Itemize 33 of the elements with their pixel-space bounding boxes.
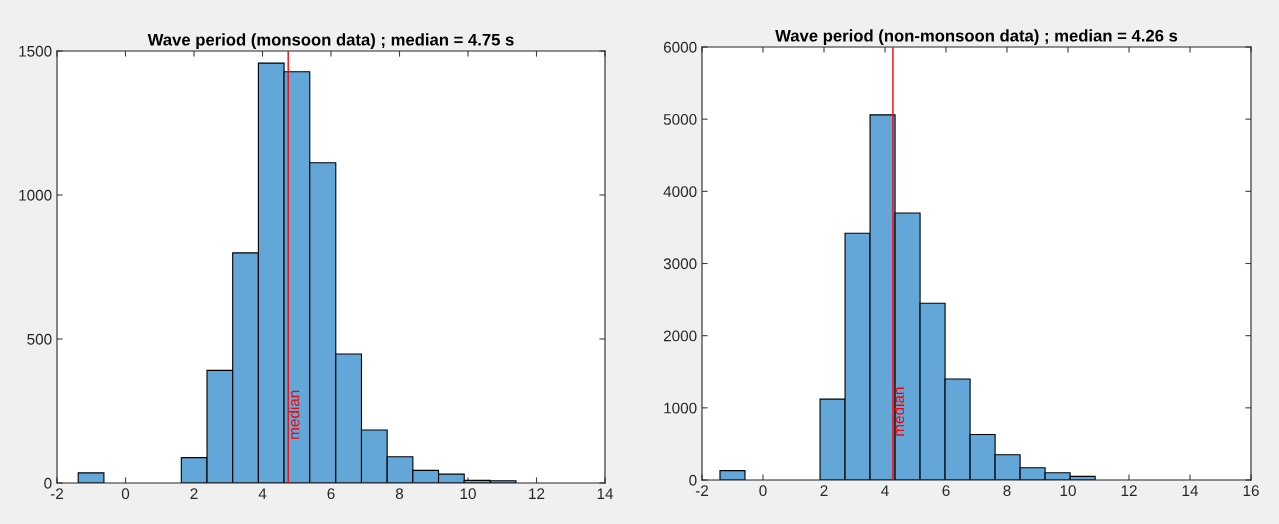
x-tick-label: 12	[529, 488, 545, 499]
y-tick-label: 5000	[663, 114, 697, 125]
x-tick-label: 10	[460, 488, 476, 500]
x-tick-label: 4	[881, 485, 889, 496]
x-tick-label: 0	[759, 485, 767, 497]
ref-line-label: median	[892, 387, 905, 436]
x-tick-label: 12	[1121, 485, 1137, 496]
ref-line-label: median	[288, 390, 300, 439]
y-tick-label: 1500	[19, 45, 52, 57]
x-tick-label: 14	[597, 488, 614, 499]
x-tick-label: -2	[50, 488, 64, 499]
x-tick-label: 4	[258, 488, 267, 499]
y-tick-label: 1000	[664, 402, 697, 414]
y-tick-label: 4000	[663, 186, 697, 198]
x-tick-label: 6	[327, 488, 335, 500]
x-tick-label: 6	[942, 485, 950, 497]
x-tick-label: 14	[1182, 485, 1199, 496]
y-tick-label: 0	[689, 474, 697, 486]
y-tick-label: 3000	[663, 258, 697, 270]
x-tick-label: 8	[395, 488, 404, 500]
x-tick-label: 10	[1060, 485, 1076, 497]
x-tick-label: 0	[121, 488, 130, 500]
y-tick-label: 1000	[19, 189, 52, 201]
x-tick-label: 16	[1243, 485, 1259, 497]
x-tick-label: 2	[820, 485, 828, 496]
y-tick-label: 6000	[663, 41, 697, 53]
y-tick-label: 500	[27, 333, 52, 345]
chart-title: Wave period (non-monsoon data) ; median = 4.26 s	[775, 29, 1178, 45]
x-tick-label: 2	[190, 488, 198, 499]
y-tick-label: 2000	[663, 330, 697, 342]
x-tick-label: -2	[695, 485, 709, 496]
x-tick-label: 8	[1003, 485, 1011, 497]
chart-title: Wave period (monsoon data) ; median = 4.75 s	[147, 33, 514, 49]
